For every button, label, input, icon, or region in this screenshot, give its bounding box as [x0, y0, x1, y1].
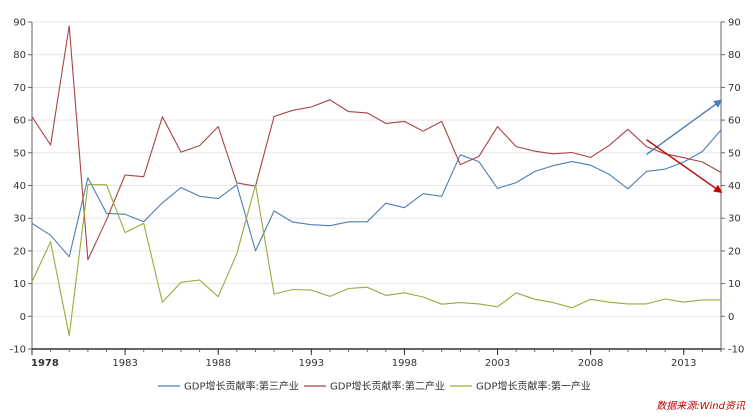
y-tick-label-left: 50: [13, 148, 26, 159]
y-tick-label-left: 20: [13, 246, 26, 257]
y-tick-label-right: 30: [728, 214, 741, 225]
x-tick-label: 2008: [578, 358, 603, 369]
y-tick-label-left: 10: [13, 279, 26, 290]
series-line-1: [31, 129, 722, 258]
x-tick-label: 2013: [671, 358, 696, 369]
source-note: 数据来源:Wind资讯: [656, 400, 746, 412]
x-tick-label: 2003: [485, 358, 510, 369]
y-tick-label-right: 50: [728, 148, 741, 159]
y-tick-label-left: 40: [13, 181, 26, 192]
gridlines: [32, 21, 721, 350]
x-tick-label: 1998: [392, 358, 417, 369]
legend-label: GDP增长贡献率:第三产业: [184, 380, 299, 393]
y-tick-label-left: 90: [13, 18, 26, 29]
legend-label: GDP增长贡献率:第二产业: [330, 380, 445, 393]
y-tick-label-right: 10: [728, 279, 741, 290]
y-tick-label-left: -10: [10, 345, 26, 356]
y-tick-label-right: 0: [728, 312, 734, 323]
x-tick-label: 1988: [205, 358, 230, 369]
y-tick-label-right: 60: [728, 116, 741, 127]
y-tick-label-right: -10: [728, 345, 744, 356]
y-tick-label-right: 20: [728, 246, 741, 257]
y-tick-label-left: 30: [13, 214, 26, 225]
trend-arrow-2: [646, 139, 723, 194]
x-tick-label: 1983: [112, 358, 137, 369]
x-tick-label: 1978: [31, 358, 59, 369]
series-line-2: [31, 25, 722, 261]
trend-arrow-1: [646, 99, 723, 156]
x-tick-label: 1993: [299, 358, 324, 369]
axes: -10 -10 0 0 10 10 20 20 30 30 40 40 50 50 60 60 70 70 80 80…: [10, 18, 745, 370]
series-group: [31, 25, 722, 337]
y-tick-label-left: 70: [13, 83, 26, 94]
y-tick-label-right: 80: [728, 50, 741, 61]
y-tick-label-right: 90: [728, 18, 741, 29]
y-tick-label-left: 0: [20, 312, 26, 323]
y-tick-label-left: 60: [13, 116, 26, 127]
y-tick-label-left: 80: [13, 50, 26, 61]
legend: GDP增长贡献率:第三产业 GDP增长贡献率:第二产业 GDP增长贡献率:第一产业: [158, 380, 591, 393]
y-tick-label-right: 70: [728, 83, 741, 94]
y-tick-label-right: 40: [728, 181, 741, 192]
series-line-3: [31, 183, 721, 337]
trend-arrows: [646, 99, 723, 194]
legend-label: GDP增长贡献率:第一产业: [476, 380, 591, 393]
